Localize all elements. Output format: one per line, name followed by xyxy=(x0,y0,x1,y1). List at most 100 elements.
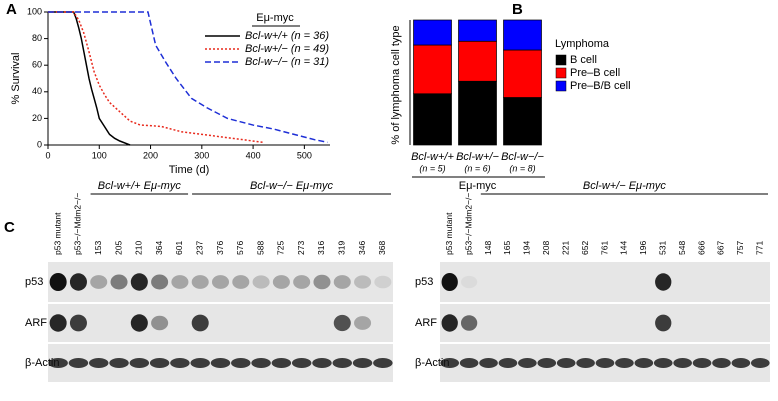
legend-title: Lymphoma xyxy=(555,38,610,50)
panel-label: B xyxy=(512,1,523,18)
x-tick-label: 200 xyxy=(143,150,158,160)
legend-swatch xyxy=(555,54,567,66)
band xyxy=(252,275,270,289)
lane-label: 757 xyxy=(735,241,745,255)
band xyxy=(332,358,353,368)
band xyxy=(68,358,89,368)
band xyxy=(191,275,209,289)
lane-label: 316 xyxy=(316,241,326,255)
band xyxy=(110,274,128,290)
lane-label: 588 xyxy=(255,241,265,255)
lane-label: 194 xyxy=(522,241,532,255)
legend-label: B cell xyxy=(570,54,597,66)
band xyxy=(170,358,190,368)
band xyxy=(211,275,230,289)
lane-label: 531 xyxy=(657,241,667,255)
lane-label: p53 mutant xyxy=(444,212,454,255)
group-label: Bcl-w+/+ Eμ-myc xyxy=(98,180,182,192)
x-tick-label: 400 xyxy=(246,150,261,160)
band xyxy=(312,358,332,368)
band xyxy=(49,314,67,332)
survival-curve xyxy=(48,11,131,146)
y-tick-label: 100 xyxy=(27,6,42,16)
band xyxy=(673,358,692,368)
lane-label: 364 xyxy=(154,241,164,255)
lane-label: p53−/−Mdm2−/− xyxy=(73,193,83,255)
lane-label: 319 xyxy=(337,241,347,255)
legend-title: Eμ-myc xyxy=(256,12,294,24)
band xyxy=(48,358,68,368)
lane-label: 205 xyxy=(113,241,123,255)
lane-label: 667 xyxy=(716,241,726,255)
band xyxy=(750,358,770,368)
band xyxy=(171,275,189,289)
x-axis-label: Eμ-myc xyxy=(459,180,497,192)
lane-label: 196 xyxy=(638,241,648,255)
y-tick-label: 80 xyxy=(32,33,42,43)
lane-label: 576 xyxy=(235,241,245,255)
lane-label: 221 xyxy=(560,241,570,255)
band xyxy=(149,358,170,368)
band xyxy=(232,275,250,289)
bar-segment xyxy=(413,93,452,146)
survival-curve xyxy=(48,11,328,144)
band xyxy=(293,275,311,289)
lane-label: 148 xyxy=(483,241,493,255)
bar-segment xyxy=(503,19,542,51)
band xyxy=(291,358,312,368)
bar-segment xyxy=(413,19,452,46)
band xyxy=(460,275,478,289)
band xyxy=(615,358,634,368)
band xyxy=(151,274,169,290)
lane-label: p53 mutant xyxy=(52,212,62,255)
band xyxy=(459,358,479,368)
band xyxy=(440,358,460,368)
panel-label: C xyxy=(4,219,15,236)
band xyxy=(333,275,351,289)
legend-label: Pre–B/B cell xyxy=(570,80,631,92)
bar-segment xyxy=(458,19,497,42)
y-axis-label: % Survival xyxy=(10,53,22,105)
lane-label: 761 xyxy=(599,241,609,255)
lane-label: 368 xyxy=(377,241,387,255)
band xyxy=(374,275,392,289)
row-label: p53 xyxy=(25,276,43,288)
lane-label: 601 xyxy=(174,241,184,255)
n-label: (n = 6) xyxy=(464,163,490,173)
lane-label: 273 xyxy=(296,241,306,255)
blot-strip xyxy=(440,304,770,342)
y-tick-label: 20 xyxy=(32,113,42,123)
row-label: ARF xyxy=(25,317,47,329)
band xyxy=(129,358,150,368)
lane-label: 208 xyxy=(541,241,551,255)
bar-segment xyxy=(413,44,452,95)
band xyxy=(130,273,148,291)
legend-label: Pre–B cell xyxy=(570,67,620,79)
panel-label: A xyxy=(6,1,17,18)
band xyxy=(460,315,478,331)
band xyxy=(271,358,292,368)
band xyxy=(272,275,290,289)
band xyxy=(191,314,209,332)
n-label: (n = 5) xyxy=(419,163,445,173)
band xyxy=(313,274,331,290)
y-tick-label: 0 xyxy=(37,139,42,149)
bar-segment xyxy=(503,49,542,98)
band xyxy=(518,358,537,368)
band xyxy=(231,358,251,368)
band xyxy=(354,316,372,330)
band xyxy=(655,273,672,291)
band xyxy=(333,314,351,332)
lane-label: 666 xyxy=(696,241,706,255)
bar-segment xyxy=(503,97,542,146)
band xyxy=(479,358,498,368)
band xyxy=(692,358,712,368)
y-tick-label: 60 xyxy=(32,60,42,70)
band xyxy=(653,358,673,368)
legend-swatch xyxy=(555,80,567,92)
lane-label: 165 xyxy=(502,241,512,255)
lane-label: 376 xyxy=(215,241,225,255)
lane-label: 346 xyxy=(357,241,367,255)
y-tick-label: 40 xyxy=(32,86,42,96)
